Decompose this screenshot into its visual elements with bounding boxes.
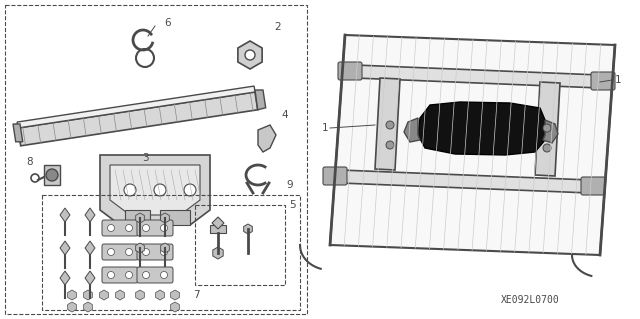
FancyBboxPatch shape — [102, 267, 138, 283]
Polygon shape — [418, 102, 545, 155]
Circle shape — [143, 249, 150, 256]
Polygon shape — [171, 290, 179, 300]
Polygon shape — [125, 210, 150, 225]
Polygon shape — [543, 120, 558, 143]
Polygon shape — [116, 290, 124, 300]
Polygon shape — [330, 35, 615, 255]
Polygon shape — [44, 165, 60, 185]
Text: 1: 1 — [322, 123, 328, 133]
Polygon shape — [17, 86, 255, 128]
FancyBboxPatch shape — [137, 220, 173, 236]
Text: 1: 1 — [614, 75, 621, 85]
Polygon shape — [212, 217, 224, 229]
Circle shape — [184, 184, 196, 196]
FancyBboxPatch shape — [581, 177, 605, 195]
Circle shape — [124, 184, 136, 196]
Bar — [195, 205, 285, 285]
Polygon shape — [68, 302, 76, 312]
FancyBboxPatch shape — [338, 62, 362, 80]
Circle shape — [386, 121, 394, 129]
Circle shape — [154, 184, 166, 196]
Polygon shape — [13, 124, 22, 142]
Polygon shape — [18, 92, 258, 146]
Polygon shape — [84, 290, 92, 300]
Polygon shape — [171, 302, 179, 312]
Polygon shape — [100, 290, 108, 300]
Polygon shape — [535, 82, 560, 176]
Polygon shape — [136, 213, 145, 223]
FancyBboxPatch shape — [591, 72, 615, 90]
FancyBboxPatch shape — [137, 267, 173, 283]
Polygon shape — [110, 165, 200, 215]
Bar — [5, 5, 307, 314]
Polygon shape — [84, 302, 92, 312]
Circle shape — [108, 249, 115, 256]
Circle shape — [161, 225, 168, 232]
Bar — [42, 195, 300, 310]
FancyBboxPatch shape — [137, 244, 173, 260]
Polygon shape — [60, 241, 70, 255]
Text: XE092L0700: XE092L0700 — [500, 295, 559, 305]
Text: 6: 6 — [164, 18, 172, 28]
Bar — [315, 0, 640, 319]
Circle shape — [143, 225, 150, 232]
Circle shape — [108, 271, 115, 278]
Circle shape — [108, 225, 115, 232]
Text: 4: 4 — [282, 110, 288, 120]
Polygon shape — [161, 243, 170, 253]
Circle shape — [386, 141, 394, 149]
Text: 8: 8 — [27, 157, 33, 167]
Text: 5: 5 — [289, 200, 295, 210]
Polygon shape — [244, 224, 252, 234]
Circle shape — [143, 271, 150, 278]
Text: 3: 3 — [141, 153, 148, 163]
Polygon shape — [136, 290, 145, 300]
Polygon shape — [85, 271, 95, 285]
Polygon shape — [68, 290, 76, 300]
Polygon shape — [156, 290, 164, 300]
Circle shape — [46, 169, 58, 181]
Text: 2: 2 — [275, 22, 282, 32]
Polygon shape — [60, 208, 70, 222]
Polygon shape — [355, 65, 600, 88]
Circle shape — [543, 144, 551, 152]
Polygon shape — [161, 213, 170, 223]
Circle shape — [543, 124, 551, 132]
Text: 7: 7 — [193, 290, 199, 300]
Polygon shape — [238, 41, 262, 69]
Circle shape — [161, 271, 168, 278]
Circle shape — [245, 50, 255, 60]
Circle shape — [161, 249, 168, 256]
Circle shape — [125, 271, 132, 278]
Polygon shape — [340, 170, 590, 193]
FancyBboxPatch shape — [102, 244, 138, 260]
Polygon shape — [100, 155, 210, 225]
FancyBboxPatch shape — [323, 167, 347, 185]
Polygon shape — [160, 210, 190, 225]
Polygon shape — [404, 118, 420, 142]
Polygon shape — [213, 247, 223, 259]
Polygon shape — [255, 90, 266, 110]
Polygon shape — [85, 208, 95, 222]
Polygon shape — [60, 271, 70, 285]
Polygon shape — [210, 225, 226, 233]
Polygon shape — [375, 78, 400, 170]
Circle shape — [125, 249, 132, 256]
Polygon shape — [136, 243, 145, 253]
Text: 9: 9 — [287, 180, 293, 190]
Polygon shape — [258, 125, 276, 152]
Circle shape — [125, 225, 132, 232]
FancyBboxPatch shape — [102, 220, 138, 236]
Polygon shape — [85, 241, 95, 255]
